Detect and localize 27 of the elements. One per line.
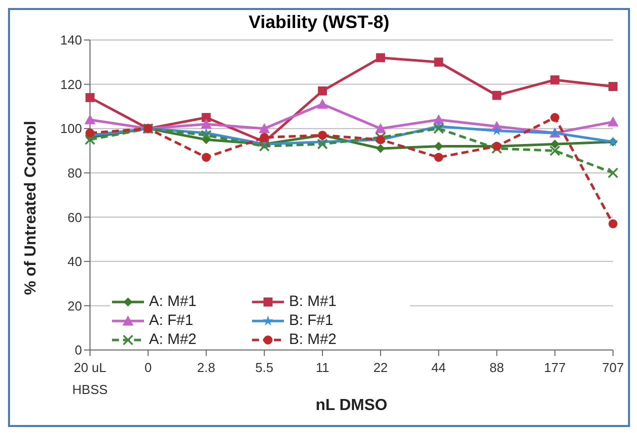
legend-label: B: M#2 (289, 331, 337, 348)
x-tick-label: 2.8 (197, 360, 216, 375)
x-tick-label: 5.5 (255, 360, 274, 375)
legend-label: A: M#2 (149, 331, 197, 348)
y-tick-label: 140 (60, 32, 82, 48)
x-tick-label: 20 uL HBSS (72, 360, 108, 397)
legend-label: A: M#1 (149, 293, 197, 310)
legend-label: B: M#1 (289, 293, 337, 310)
x-tick-label: 44 (431, 360, 446, 375)
x-tick-label: 707 (602, 360, 624, 375)
chart-title: Viability (WST-8) (248, 12, 390, 33)
y-axis-title: % of Untreated Control (22, 120, 40, 295)
legend-label: A: F#1 (149, 312, 194, 329)
y-tick-label: 120 (60, 76, 82, 92)
x-tick-label: 22 (373, 360, 388, 375)
y-tick-label: 60 (68, 210, 82, 225)
x-tick-label: 177 (544, 360, 566, 375)
y-tick-label: 0 (74, 342, 82, 358)
x-tick-label: 11 (316, 360, 330, 375)
y-tick-label: 80 (68, 165, 82, 180)
x-tick-label: 0 (144, 360, 152, 375)
y-tick-label: 100 (60, 121, 82, 136)
y-tick-label: 40 (68, 254, 82, 270)
x-axis-title: nL DMSO (316, 397, 388, 414)
y-tick-label: 20 (68, 298, 82, 314)
x-tick-label: 88 (490, 360, 504, 375)
legend-label: B: F#1 (289, 312, 334, 329)
